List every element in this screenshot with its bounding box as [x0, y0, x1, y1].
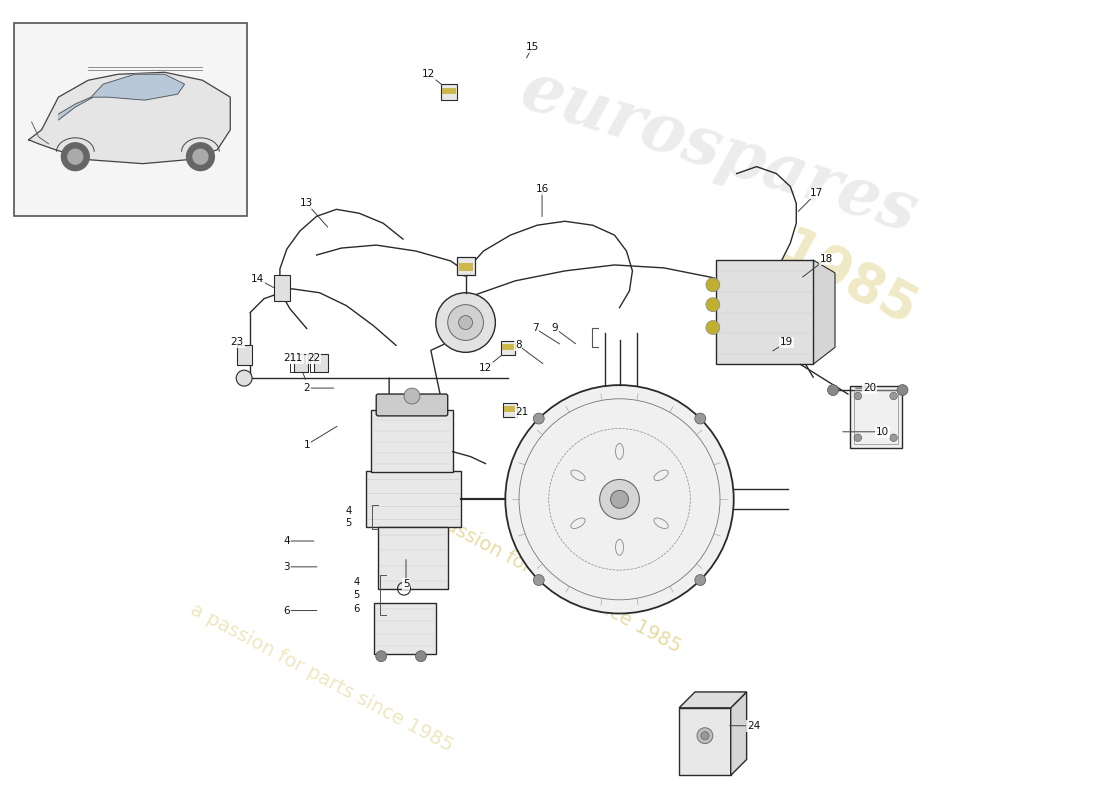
Bar [274, 275, 289, 301]
Text: 15: 15 [526, 42, 539, 53]
Circle shape [404, 388, 420, 404]
Bar [504, 406, 516, 412]
FancyBboxPatch shape [376, 394, 448, 416]
Circle shape [706, 278, 719, 292]
Circle shape [701, 732, 708, 740]
Text: 3: 3 [284, 562, 290, 572]
Circle shape [68, 150, 82, 164]
Bar [442, 88, 455, 94]
Text: 16: 16 [536, 185, 549, 194]
Text: 22: 22 [307, 354, 320, 363]
Text: 8: 8 [515, 340, 521, 350]
Circle shape [697, 728, 713, 743]
Text: 11: 11 [290, 354, 304, 363]
Text: 1985: 1985 [771, 223, 925, 338]
Circle shape [236, 370, 252, 386]
Text: 4: 4 [345, 506, 352, 516]
Bar [441, 84, 456, 100]
Circle shape [854, 434, 861, 442]
Circle shape [459, 315, 473, 330]
Circle shape [695, 574, 706, 586]
Circle shape [534, 574, 544, 586]
Circle shape [827, 385, 838, 395]
Text: 1: 1 [304, 440, 310, 450]
Text: 5: 5 [345, 518, 352, 528]
Bar [459, 263, 473, 271]
Text: 2: 2 [304, 383, 310, 393]
Circle shape [706, 298, 719, 312]
Polygon shape [91, 74, 185, 100]
Text: 6: 6 [353, 603, 360, 614]
Bar [854, 390, 898, 444]
Circle shape [448, 305, 484, 341]
Text: 21: 21 [283, 354, 296, 363]
Text: a passion for parts since 1985: a passion for parts since 1985 [187, 601, 456, 756]
Circle shape [192, 150, 208, 164]
Circle shape [706, 321, 719, 334]
Text: 23: 23 [231, 338, 244, 347]
Text: 7: 7 [531, 323, 538, 334]
Bar [294, 354, 308, 372]
Circle shape [416, 650, 427, 662]
Bar [503, 344, 514, 350]
Bar [314, 354, 328, 372]
Circle shape [376, 650, 386, 662]
Bar [374, 602, 436, 654]
Bar [366, 471, 461, 527]
Circle shape [854, 392, 861, 400]
Circle shape [890, 392, 898, 400]
Circle shape [890, 434, 898, 442]
Circle shape [898, 385, 907, 395]
Text: 19: 19 [780, 338, 793, 347]
Bar [679, 708, 730, 775]
Polygon shape [679, 692, 747, 708]
Text: 4: 4 [284, 536, 290, 546]
FancyBboxPatch shape [372, 410, 453, 471]
Text: eurospares: eurospares [513, 57, 925, 246]
Circle shape [600, 479, 639, 519]
Text: 13: 13 [300, 198, 313, 208]
Circle shape [534, 413, 544, 424]
Text: 12: 12 [422, 70, 436, 79]
FancyBboxPatch shape [716, 260, 813, 364]
Circle shape [505, 385, 734, 614]
Circle shape [62, 142, 89, 170]
Text: 5: 5 [353, 590, 360, 600]
Text: 14: 14 [251, 274, 264, 284]
Bar [504, 403, 517, 417]
Polygon shape [58, 97, 94, 120]
Bar [238, 346, 252, 366]
Circle shape [695, 413, 706, 424]
Text: 21: 21 [516, 407, 529, 417]
Text: 12: 12 [478, 363, 492, 374]
Circle shape [187, 142, 214, 170]
Circle shape [610, 490, 628, 508]
Text: 24: 24 [747, 721, 760, 730]
Polygon shape [29, 72, 230, 164]
Circle shape [460, 266, 471, 276]
Bar [456, 257, 474, 275]
Bar [14, 22, 248, 216]
Text: a passion for parts since 1985: a passion for parts since 1985 [416, 501, 684, 656]
Text: 20: 20 [864, 383, 877, 393]
Text: 5: 5 [403, 578, 409, 589]
Text: 9: 9 [552, 323, 559, 334]
Text: 4: 4 [353, 577, 360, 586]
Bar [378, 527, 448, 589]
Bar [850, 386, 902, 448]
Text: 6: 6 [284, 606, 290, 615]
Text: 17: 17 [810, 189, 823, 198]
Text: 10: 10 [876, 426, 889, 437]
Polygon shape [813, 260, 835, 364]
Bar [502, 342, 515, 355]
Circle shape [436, 293, 495, 352]
Text: 18: 18 [820, 254, 833, 264]
Polygon shape [730, 692, 747, 775]
